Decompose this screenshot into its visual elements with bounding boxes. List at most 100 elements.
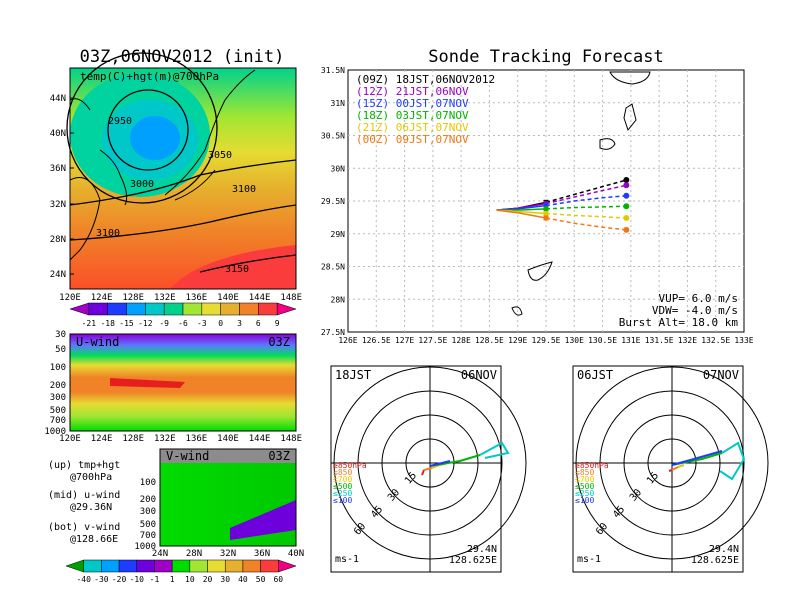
colorbar-label: 9 xyxy=(275,319,280,328)
pressure-tick-label: 300 xyxy=(140,507,156,517)
lon-tick-label: 130.5E xyxy=(588,336,617,345)
contour-label: 2950 xyxy=(108,116,132,127)
track-series xyxy=(496,177,630,233)
pressure-tick-label: 200 xyxy=(140,495,156,505)
temp-map: temp(C)+hgt(m)@700hPa 3000 2950 3050 310… xyxy=(66,52,297,290)
lat-tick-label: 30.5N xyxy=(321,132,345,141)
track-line-dashed xyxy=(545,212,627,219)
hodograph-trace xyxy=(429,460,451,467)
legend-entry: (12Z) 21JST,06NOV xyxy=(356,85,469,98)
lon-tick-label: 144E xyxy=(249,434,271,444)
legend-entry: (21Z) 06JST,07NOV xyxy=(356,121,469,134)
lat-tick-label: 29.5N xyxy=(321,197,345,206)
track-legend: (09Z) 18JST,06NOV2012(12Z) 21JST,06NOV (1… xyxy=(356,73,495,146)
hodograph-trace xyxy=(677,464,685,468)
level-label: ≤700 xyxy=(333,475,352,484)
hodograph-2: 06JST 07NOV15304560≥850hPa≤850≤700≤500≤25… xyxy=(572,365,769,573)
track-line-dashed xyxy=(545,217,627,231)
lat-tick-label: 40N xyxy=(288,549,304,559)
lon-tick-label: 126E xyxy=(338,336,357,345)
colorbar-swatch xyxy=(239,302,259,316)
level-label: ≤100 xyxy=(575,496,594,505)
lon-tick-label: 132E xyxy=(678,336,697,345)
hodograph-trace xyxy=(423,467,433,471)
hodograph-1: 18JST 06NOV15304560≥850hPa≤850≤700≤500≤25… xyxy=(330,365,527,573)
lon-tick-label: 132E xyxy=(154,293,176,303)
legend-entry: (00Z) 09JST,07NOV xyxy=(356,133,469,146)
hodograph-trace xyxy=(668,469,673,472)
uwind-label: U-wind xyxy=(76,335,119,349)
contour-label: 3150 xyxy=(225,264,249,275)
wind-colorbar: -40 -30 -20 -10 -1 1 10 20 30 40 50 60 xyxy=(65,559,297,584)
map-title: 03Z,06NOV2012 (init) xyxy=(80,47,285,67)
colorbar-swatch xyxy=(154,559,173,573)
pressure-tick-label: 100 xyxy=(50,363,66,373)
pressure-tick-label: 100 xyxy=(140,478,156,488)
lon-tick-label: 130E xyxy=(565,336,584,345)
lon-tick-label: 128E xyxy=(122,293,144,303)
colorbar-label: -12 xyxy=(138,319,153,328)
colorbar-label: 0 xyxy=(218,319,223,328)
colorbar-swatch xyxy=(163,302,184,316)
lon-tick-label: 128E xyxy=(122,434,144,444)
colorbar-label: -30 xyxy=(94,575,109,584)
colorbar-label: -15 xyxy=(119,319,134,328)
lat-tick-label: 30N xyxy=(331,164,346,173)
level-label: ≤250 xyxy=(575,489,594,498)
lon-tick-label: 133E xyxy=(734,336,753,345)
colorbar-label: 60 xyxy=(273,575,283,584)
colorbar-swatch xyxy=(88,302,108,316)
legend-entry: (18Z) 03JST,07NOV xyxy=(356,109,469,122)
colorbar-label: -20 xyxy=(112,575,127,584)
colorbar-swatch xyxy=(189,559,208,573)
lon-tick-label: 120E xyxy=(59,434,81,444)
colorbar-label: -10 xyxy=(130,575,145,584)
map-lat-ticks: 44N 40N 36N 32N 28N 24N xyxy=(50,94,74,280)
lat-tick-label: 44N xyxy=(50,94,66,104)
svg-text:VUP= 6.0 m/s: VUP= 6.0 m/s xyxy=(659,292,738,305)
lon-tick-label: 120E xyxy=(59,293,81,303)
colorbar-swatch xyxy=(101,559,120,573)
colorbar-label: 10 xyxy=(185,575,195,584)
contour-label: 3050 xyxy=(208,150,232,161)
pressure-tick-label: 500 xyxy=(140,520,156,530)
colorbar-label: 40 xyxy=(238,575,248,584)
hodograph-lat: 29.4N xyxy=(467,544,497,555)
vwind-lat-ticks: 24N 28N 32N 36N 40N xyxy=(152,549,304,559)
lon-tick-label: 144E xyxy=(249,293,271,303)
level-label: ≥850hPa xyxy=(575,461,609,470)
colorbar-swatch xyxy=(258,302,278,316)
legend-entry: (09Z) 18JST,06NOV2012 xyxy=(356,73,495,86)
colorbar-label: 20 xyxy=(203,575,213,584)
lon-tick-label: 148E xyxy=(280,293,302,303)
pressure-tick-label: 300 xyxy=(50,393,66,403)
colorbar-label: 1 xyxy=(170,575,175,584)
temp-colorbar: -21 -18 -15 -12 -9 -6 -3 0 3 6 9 xyxy=(69,302,297,328)
hodograph-trace xyxy=(671,450,723,466)
vwind-time: 03Z xyxy=(268,449,290,463)
hodograph-trace xyxy=(479,441,510,459)
hodograph-lat: 29.4N xyxy=(709,544,739,555)
lat-tick-label: 31.5N xyxy=(321,66,345,75)
colorbar-label: -18 xyxy=(100,319,115,328)
contour-label: 3100 xyxy=(96,228,120,239)
level-label: ≤500 xyxy=(575,482,594,491)
track-islands xyxy=(511,71,651,316)
track-title: Sonde Tracking Forecast xyxy=(428,47,663,67)
hodograph-date: 07NOV xyxy=(703,368,739,382)
lat-tick-label: 28N xyxy=(331,295,346,304)
colorbar-swatch xyxy=(278,559,297,573)
colorbar-label: -6 xyxy=(178,319,188,328)
lon-tick-label: 140E xyxy=(217,434,239,444)
colorbar-label: -40 xyxy=(76,575,91,584)
colorbar-label: 30 xyxy=(220,575,230,584)
hodograph-trace xyxy=(719,441,746,481)
hodograph-lon: 128.625E xyxy=(449,555,497,566)
lon-tick-label: 140E xyxy=(217,293,239,303)
colorbar-swatch xyxy=(136,559,155,573)
track-marker xyxy=(543,206,549,212)
lat-tick-label: 24N xyxy=(152,549,168,559)
hodograph-unit: ms-1 xyxy=(335,554,359,565)
track-marker xyxy=(543,203,549,209)
